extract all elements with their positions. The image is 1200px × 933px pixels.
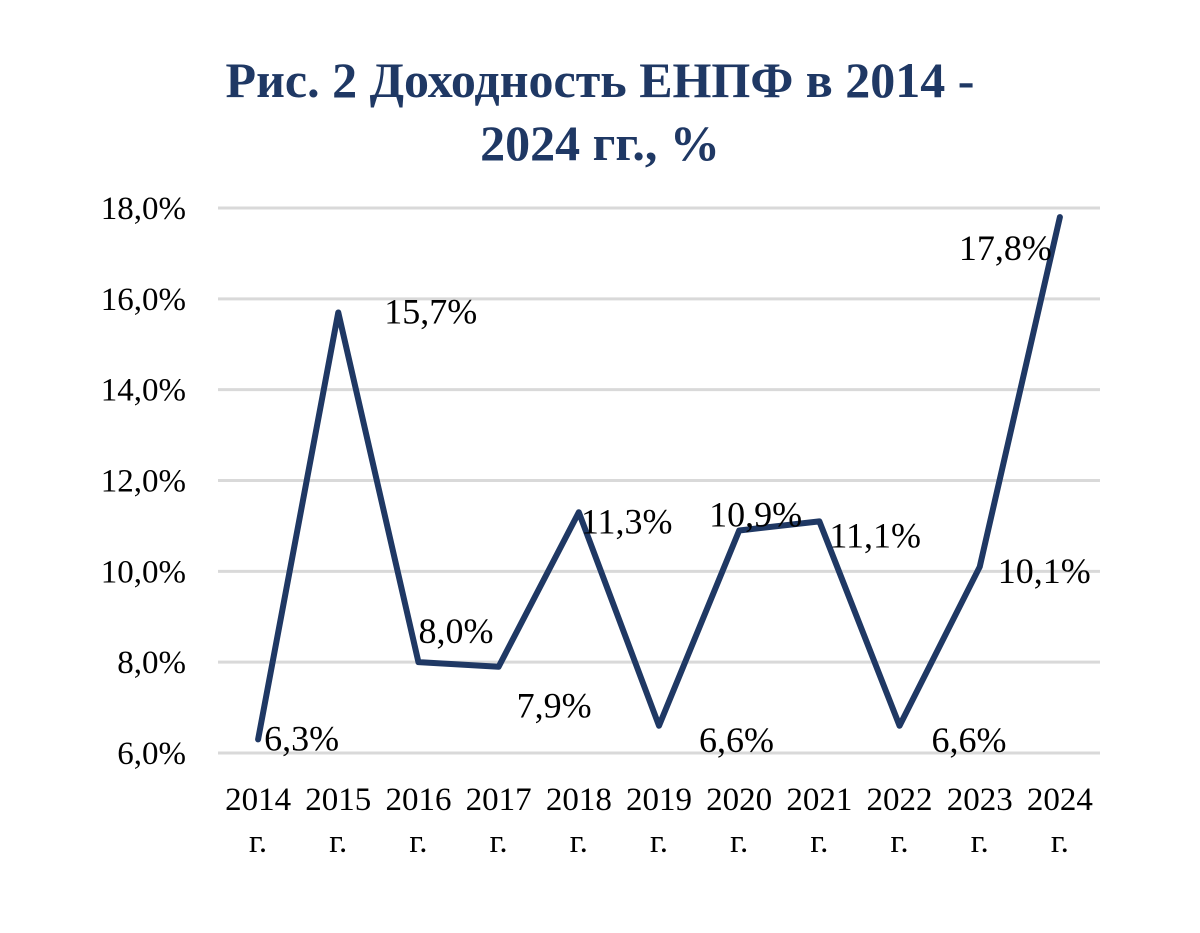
x-tick-label-year: 2018	[546, 782, 612, 818]
y-tick-label: 8,0%	[117, 645, 186, 681]
x-tick-label-suffix: г.	[329, 824, 347, 860]
series-line	[255, 214, 1063, 743]
x-tick-label-suffix: г.	[409, 824, 427, 860]
series-line-layer	[255, 214, 1063, 743]
x-tick-label-year: 2015	[305, 782, 371, 818]
x-tick-label-year: 2023	[947, 782, 1013, 818]
x-tick-label-year: 2019	[626, 782, 692, 818]
data-labels: 6,3% 15,7% 8,0% 7,9% 11,3% 6,6% 10,9% 11,1% 6,6%…	[264, 228, 1091, 760]
x-tick-label-suffix: г.	[249, 824, 267, 860]
gridlines	[218, 206, 1100, 755]
x-tick-label-year: 2014	[225, 782, 291, 818]
data-label: 15,7%	[384, 291, 477, 331]
x-tick-label-suffix: г.	[730, 824, 748, 860]
x-tick-label-suffix: г.	[891, 824, 909, 860]
chart-title-line-1: Рис. 2 Доходность ЕНПФ в 2014 -	[225, 52, 975, 108]
x-tick-label-suffix: г.	[490, 824, 508, 860]
x-tick-label-suffix: г.	[570, 824, 588, 860]
x-tick-label-year: 2020	[706, 782, 772, 818]
x-axis-tick-labels: 2014 г. 2015 г. 2016 г. 2017 г. 2018 г. 2019 г. 2020…	[225, 782, 1093, 860]
data-label: 8,0%	[418, 611, 493, 651]
data-label: 11,1%	[829, 515, 921, 555]
y-tick-label: 14,0%	[101, 373, 186, 409]
data-label: 11,3%	[581, 501, 673, 541]
data-label: 6,6%	[932, 720, 1007, 760]
x-tick-label-suffix: г.	[650, 824, 668, 860]
data-label: 7,9%	[517, 686, 592, 726]
data-label: 10,9%	[709, 494, 802, 534]
x-tick-label-suffix: г.	[1051, 824, 1069, 860]
x-tick-label-year: 2016	[385, 782, 451, 818]
y-tick-label: 10,0%	[101, 554, 186, 590]
y-axis-tick-labels: 6,0% 8,0% 10,0% 12,0% 14,0% 16,0% 18,0%	[101, 191, 186, 772]
y-tick-label: 6,0%	[117, 736, 186, 772]
data-label: 6,6%	[699, 720, 774, 760]
data-label: 10,1%	[998, 551, 1091, 591]
x-tick-label-suffix: г.	[971, 824, 989, 860]
data-label: 17,8%	[959, 228, 1052, 268]
data-label: 6,3%	[264, 718, 339, 758]
y-tick-label: 16,0%	[101, 282, 186, 318]
x-tick-label-year: 2024	[1027, 782, 1093, 818]
y-tick-label: 18,0%	[101, 191, 186, 227]
x-tick-label-suffix: г.	[810, 824, 828, 860]
x-tick-label-year: 2021	[786, 782, 852, 818]
x-tick-label-year: 2022	[867, 782, 933, 818]
x-tick-label-year: 2017	[466, 782, 532, 818]
y-tick-label: 12,0%	[101, 464, 186, 500]
chart-title-line-2: 2024 гг., %	[480, 115, 720, 171]
